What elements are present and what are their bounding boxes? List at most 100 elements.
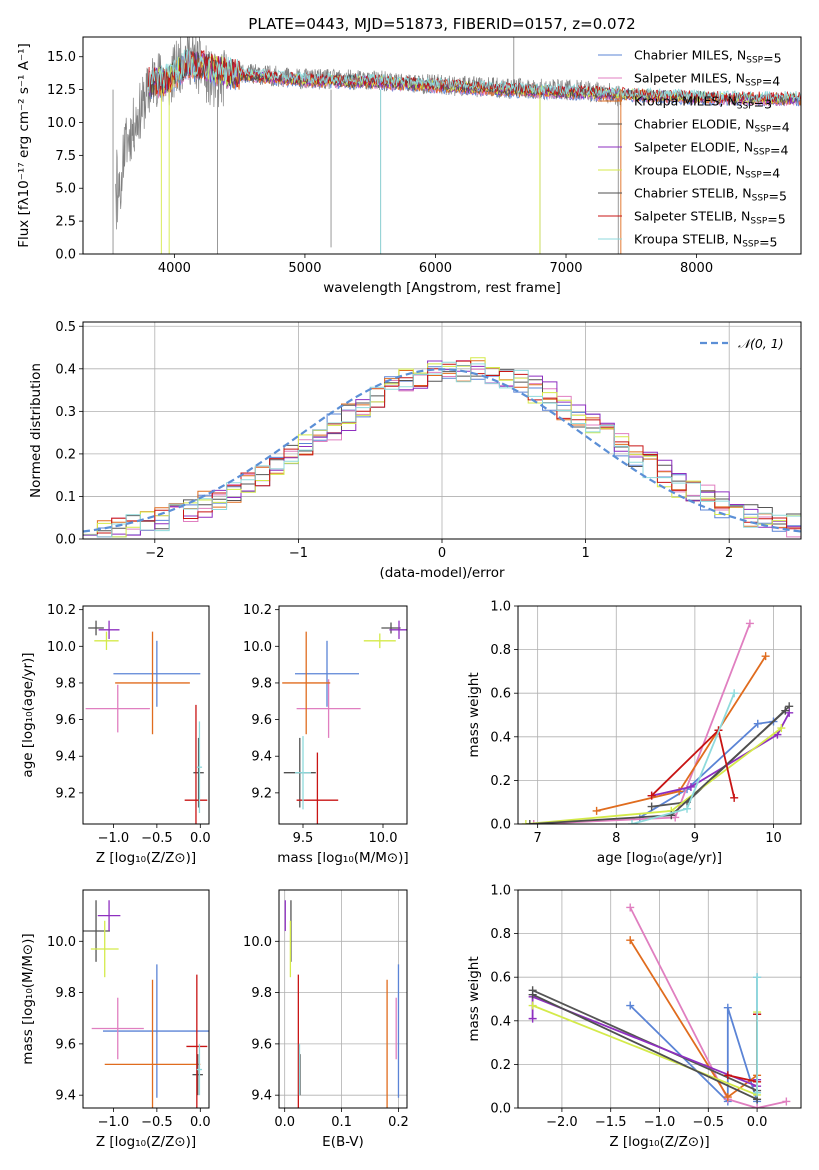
- plot-area-residuals: [83, 357, 801, 538]
- x-axis-label: mass [log₁₀(M/M⊙)]: [277, 850, 408, 866]
- y-tick-label: 0.6: [490, 687, 511, 702]
- model-line-kroupa_stelib: [147, 48, 801, 102]
- y-tick-label: 9.4: [55, 750, 76, 765]
- y-tick-label: 5.0: [55, 182, 76, 197]
- marker-chabrier_miles: [753, 719, 762, 728]
- legend-label-salpeter_miles: Salpeter MILES, NSSP=4: [634, 71, 780, 89]
- x-tick-label: −1.0: [98, 1115, 130, 1130]
- marker-kroupa_miles: [761, 652, 770, 661]
- y-tick-label: 10.2: [243, 603, 272, 618]
- axes-frame: [517, 889, 802, 1109]
- normal-distribution-curve: [83, 368, 801, 533]
- y-tick-label: 9.6: [55, 713, 76, 728]
- y-tick-label: 10.0: [47, 116, 76, 131]
- model-line-salpeter_stelib: [147, 50, 801, 103]
- y-tick-label: 0.1: [55, 490, 76, 505]
- legend-label-kroupa_stelib: Kroupa STELIB, NSSP=5: [634, 232, 778, 250]
- plot-area-age_vs_mass: [282, 620, 407, 824]
- x-tick-label: 10: [765, 831, 782, 846]
- x-tick-label: 6000: [419, 261, 452, 276]
- marker-chabrier_miles: [723, 1003, 732, 1012]
- y-tick-label: 0.3: [55, 405, 76, 420]
- model-line-kroupa_elodie: [147, 53, 801, 104]
- x-tick-label: 0.0: [274, 1115, 295, 1130]
- y-tick-label: 0.8: [490, 643, 511, 658]
- x-tick-label: −1.0: [644, 1115, 676, 1130]
- plot-area-mass_weight_vs_z: [528, 903, 791, 1108]
- plot-mass_weight_vs_age: 7 8 9 10 0.0 0.2 0.4 0.6 0.8 1.0 age [log₁₀(age/yr…: [466, 600, 802, 866]
- mass-weight-line-kroupa_miles: [629, 939, 758, 1099]
- y-tick-label: 10.0: [243, 935, 272, 950]
- mass-weight-line-salpeter_miles: [533, 623, 751, 824]
- legend-label-salpeter_elodie: Salpeter ELODIE, NSSP=4: [634, 140, 789, 158]
- marker-salpeter_miles: [782, 1097, 791, 1106]
- x-tick-label: −0.5: [693, 1115, 725, 1130]
- y-tick-label: 9.6: [251, 713, 272, 728]
- y-tick-label: 9.2: [251, 786, 272, 801]
- marker-kroupa_stelib: [753, 973, 762, 982]
- x-tick-label: 5000: [288, 261, 321, 276]
- x-tick-label: 7000: [549, 261, 582, 276]
- marker-salpeter_elodie: [528, 1014, 537, 1023]
- marker-salpeter_elodie: [686, 782, 695, 791]
- plot-spectrum: 4000 5000 6000 7000 8000 0.0 2.5 5.0 7.5 10.0 12.5…: [16, 15, 802, 296]
- y-axis-label: Flux [fλ10⁻¹⁷ erg cm⁻² s⁻¹ A⁻¹]: [16, 43, 32, 248]
- x-tick-label: 1: [581, 546, 589, 561]
- x-tick-label: −1: [289, 546, 308, 561]
- marker-kroupa_stelib: [627, 820, 636, 824]
- x-axis-label: E(B-V): [322, 1134, 364, 1150]
- x-tick-label: 4000: [158, 261, 191, 276]
- marker-salpeter_miles: [745, 619, 754, 628]
- legend-label-salpeter_stelib: Salpeter STELIB, NSSP=5: [634, 209, 786, 227]
- marker-salpeter_miles: [753, 1104, 762, 1108]
- y-tick-label: 0.0: [490, 818, 511, 833]
- y-axis-label: Normed distribution: [28, 363, 44, 498]
- mass-weight-line-salpeter_elodie: [651, 712, 790, 797]
- x-tick-label: 10.0: [369, 831, 398, 846]
- y-tick-label: 0.0: [55, 533, 76, 548]
- y-tick-label: 0.8: [490, 927, 511, 942]
- axes-frame: [82, 605, 210, 825]
- legend-label-chabrier_stelib: Chabrier STELIB, NSSP=5: [634, 186, 787, 204]
- mass-weight-line-kroupa_miles: [596, 655, 767, 812]
- mass-weight-line-salpeter_miles: [629, 906, 787, 1108]
- y-axis-label: mass [log₁₀(M/M⊙)]: [20, 933, 36, 1064]
- y-tick-label: 9.4: [251, 750, 272, 765]
- axes-frame: [82, 36, 802, 255]
- y-tick-label: 0.2: [490, 774, 511, 789]
- mass-weight-line-chabrier_miles: [639, 720, 774, 819]
- marker-chabrier_stelib: [525, 820, 534, 824]
- axes-frame: [82, 321, 802, 540]
- x-tick-label: −0.5: [141, 831, 173, 846]
- y-tick-label: 1.0: [490, 884, 511, 899]
- marker-kroupa_stelib: [753, 1088, 762, 1097]
- x-tick-label: 7: [534, 831, 542, 846]
- marker-kroupa_miles: [723, 1093, 732, 1102]
- x-tick-label: 0.2: [388, 1115, 409, 1130]
- x-tick-label: 0.1: [331, 1115, 352, 1130]
- mass-weight-line-chabrier_elodie: [532, 989, 758, 1092]
- legend-label-kroupa_elodie: Kroupa ELODIE, NSSP=4: [634, 163, 780, 181]
- x-tick-label: 8: [612, 831, 620, 846]
- x-axis-label: Z [log₁₀(Z/Z⊙)]: [96, 850, 196, 866]
- y-tick-label: 10.2: [47, 603, 76, 618]
- y-tick-label: 0.2: [55, 447, 76, 462]
- y-tick-label: 0.4: [55, 362, 76, 377]
- y-tick-label: 0.2: [490, 1058, 511, 1073]
- plot-area-mass_vs_z: [83, 900, 209, 1108]
- y-tick-label: 0.0: [55, 248, 76, 263]
- x-tick-label: −2.0: [546, 1115, 578, 1130]
- plot-mass_weight_vs_z: −2.0 −1.5 −1.0 −0.5 0.0 0.0 0.2 0.4 0.6 0.8 1.0 Z […: [466, 884, 802, 1150]
- marker-chabrier_elodie: [647, 802, 656, 811]
- x-axis-label: Z [log₁₀(Z/Z⊙)]: [609, 1134, 709, 1150]
- marker-kroupa_miles: [626, 936, 635, 945]
- axes-frame: [517, 605, 802, 825]
- y-tick-label: 9.2: [55, 786, 76, 801]
- x-tick-label: 8000: [680, 261, 713, 276]
- y-tick-label: 10.0: [47, 935, 76, 950]
- marker-kroupa_miles: [592, 806, 601, 815]
- y-tick-label: 0.4: [490, 730, 511, 745]
- y-axis-label: mass weight: [466, 956, 482, 1041]
- x-axis-label: wavelength [Angstrom, rest frame]: [323, 280, 561, 296]
